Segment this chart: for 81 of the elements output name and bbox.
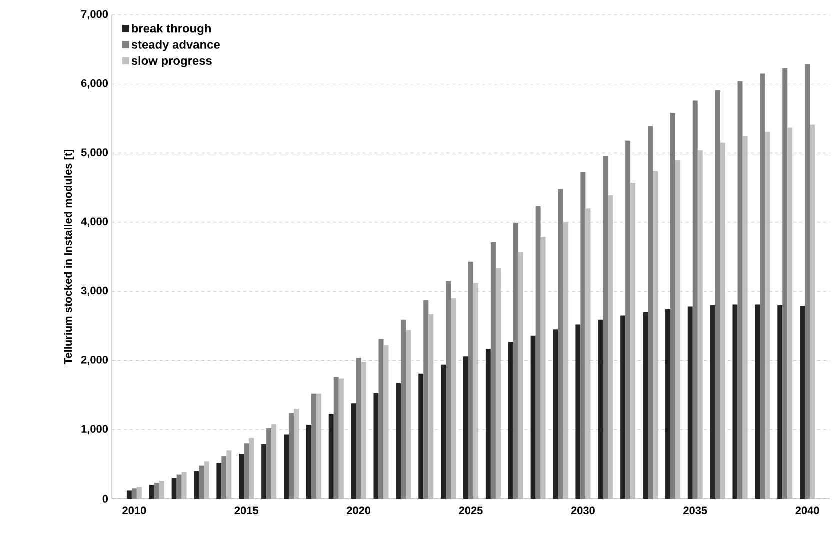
bar — [464, 356, 469, 499]
bar — [149, 485, 154, 499]
x-tick-label: 2040 — [796, 506, 820, 515]
y-tick-label: 1,000 — [82, 425, 108, 435]
y-tick-label: 4,000 — [81, 218, 108, 228]
bar — [396, 384, 402, 499]
bar — [306, 425, 312, 499]
y-tick-label: 5,000 — [81, 148, 108, 158]
bar — [553, 330, 558, 499]
bar — [810, 124, 816, 499]
x-tick-label: 2010 — [122, 506, 146, 515]
x-tick-label: 2020 — [347, 506, 371, 515]
bar — [598, 320, 604, 499]
bar — [620, 316, 626, 499]
bar — [204, 462, 210, 499]
bar — [361, 362, 366, 499]
bar — [384, 346, 389, 499]
bar — [474, 283, 479, 499]
bar — [540, 236, 546, 499]
bar — [518, 252, 524, 499]
x-tick-label: 2025 — [459, 506, 483, 515]
bar — [418, 374, 424, 499]
bar — [226, 450, 232, 499]
legend-label: break through — [132, 24, 211, 36]
bar — [765, 132, 770, 499]
bar — [374, 393, 379, 499]
bar — [742, 136, 748, 499]
bar — [720, 142, 726, 499]
bar — [294, 409, 300, 499]
y-tick-label: 0 — [102, 495, 108, 503]
bar — [698, 150, 703, 499]
bar — [688, 306, 693, 499]
bar — [653, 171, 658, 499]
legend-label: steady advance — [132, 40, 220, 52]
bar — [788, 128, 793, 499]
y-tick-label: 6,000 — [81, 79, 108, 89]
bar — [159, 481, 164, 499]
bar — [441, 364, 446, 499]
bar — [675, 160, 680, 499]
bar — [486, 348, 491, 499]
bar — [630, 183, 636, 499]
x-tick-label: 2030 — [571, 506, 595, 515]
x-tick-label: 2035 — [684, 506, 708, 515]
bar — [351, 404, 356, 499]
bar — [136, 487, 142, 499]
bar — [126, 490, 132, 499]
bar — [732, 304, 738, 499]
bar — [665, 310, 670, 499]
bar — [576, 324, 581, 499]
legend-label: slow progress — [132, 56, 212, 68]
bar — [563, 222, 568, 499]
bar — [800, 306, 806, 499]
bar — [710, 305, 716, 499]
bar — [216, 463, 222, 499]
y-tick-label: 3,000 — [81, 286, 108, 296]
bar — [239, 454, 244, 499]
bar — [272, 424, 277, 499]
bar — [508, 342, 514, 499]
bar — [451, 298, 456, 499]
x-tick-label: 2015 — [234, 506, 258, 515]
bar — [249, 438, 254, 499]
y-tick-label: 7,000 — [82, 10, 108, 20]
bar — [284, 434, 290, 499]
bar — [608, 195, 614, 499]
bar — [530, 336, 536, 499]
bar — [182, 472, 187, 499]
bar — [755, 304, 760, 499]
bar — [262, 444, 267, 499]
bar — [194, 471, 200, 499]
y-tick-label: 2,000 — [81, 356, 108, 366]
bar — [428, 314, 434, 499]
bar — [172, 478, 177, 499]
bar — [643, 312, 648, 499]
bar — [316, 394, 322, 499]
bar — [338, 378, 344, 499]
y-axis-title: Tellurium stocked in Installed modules [t] — [64, 150, 74, 365]
bar — [778, 305, 783, 499]
bar — [328, 414, 334, 499]
bar — [406, 330, 412, 499]
bar — [496, 268, 501, 499]
bar — [586, 208, 591, 499]
